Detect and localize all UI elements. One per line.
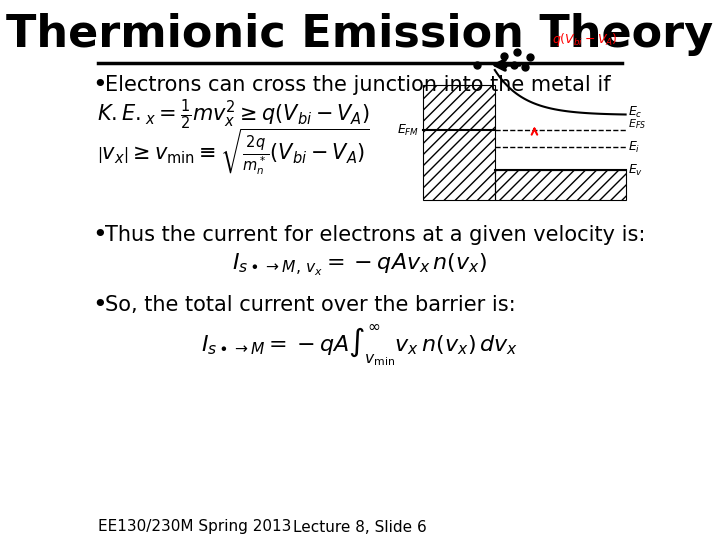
- Text: $E_v$: $E_v$: [628, 163, 643, 178]
- Text: Lecture 8, Slide 6: Lecture 8, Slide 6: [293, 519, 427, 535]
- Text: $E_{FM}$: $E_{FM}$: [397, 123, 420, 138]
- Text: So, the total current over the barrier is:: So, the total current over the barrier i…: [104, 295, 516, 315]
- Text: $\left|v_x\right| \geq v_{\min} \equiv \sqrt{\frac{2q}{m_n^*}\left(V_{bi} - V_A\: $\left|v_x\right| \geq v_{\min} \equiv \…: [97, 126, 369, 178]
- Text: EE130/230M Spring 2013: EE130/230M Spring 2013: [99, 519, 292, 535]
- Text: $E_{FS}$: $E_{FS}$: [628, 117, 646, 131]
- Text: •: •: [92, 73, 107, 97]
- Text: $I_{s\bullet\rightarrow M} = -qA\int_{v_{\min}}^{\infty} v_x\,n(v_x)\,dv_x$: $I_{s\bullet\rightarrow M} = -qA\int_{v_…: [202, 322, 518, 368]
- Text: Thermionic Emission Theory: Thermionic Emission Theory: [6, 14, 714, 57]
- Text: $E_c$: $E_c$: [628, 104, 642, 119]
- Text: $E_i$: $E_i$: [628, 139, 640, 154]
- Text: $I_{s\bullet\rightarrow M,\,v_x} = -qAv_x\,n(v_x)$: $I_{s\bullet\rightarrow M,\,v_x} = -qAv_…: [233, 252, 487, 278]
- Text: Electrons can cross the junction into the metal if: Electrons can cross the junction into th…: [104, 75, 611, 95]
- Text: •: •: [92, 223, 107, 247]
- Text: Thus the current for electrons at a given velocity is:: Thus the current for electrons at a give…: [104, 225, 645, 245]
- Text: $q(V_{bi}-V_A)$: $q(V_{bi}-V_A)$: [552, 31, 618, 48]
- Text: •: •: [92, 293, 107, 317]
- Text: $K.E._x = \frac{1}{2}mv_x^2 \geq q\left(V_{bi} - V_A\right)$: $K.E._x = \frac{1}{2}mv_x^2 \geq q\left(…: [96, 98, 369, 132]
